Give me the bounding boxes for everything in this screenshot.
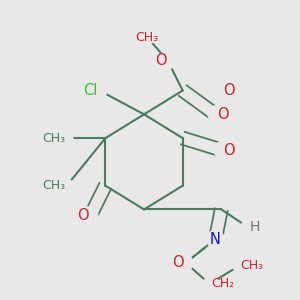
Circle shape [233, 258, 248, 273]
Text: CH₃: CH₃ [136, 31, 159, 44]
Text: H: H [250, 220, 260, 234]
Circle shape [241, 219, 258, 236]
Text: O: O [223, 142, 234, 158]
Circle shape [80, 207, 98, 224]
Circle shape [140, 30, 154, 44]
Text: CH₂: CH₂ [211, 277, 234, 290]
Circle shape [58, 178, 73, 193]
Text: CH₃: CH₃ [42, 132, 65, 145]
Circle shape [89, 82, 107, 99]
Text: O: O [217, 107, 229, 122]
Circle shape [208, 106, 226, 123]
Text: N: N [210, 232, 221, 247]
Circle shape [158, 52, 175, 70]
Circle shape [214, 141, 232, 159]
Text: O: O [223, 83, 234, 98]
Circle shape [58, 130, 73, 146]
Circle shape [214, 82, 232, 99]
Text: CH₃: CH₃ [42, 179, 65, 192]
Text: CH₃: CH₃ [241, 260, 264, 272]
Text: O: O [172, 255, 184, 270]
Circle shape [207, 230, 224, 248]
Text: O: O [77, 208, 89, 223]
Text: O: O [155, 53, 166, 68]
Text: Cl: Cl [84, 83, 98, 98]
Circle shape [203, 276, 218, 291]
Circle shape [176, 254, 193, 272]
